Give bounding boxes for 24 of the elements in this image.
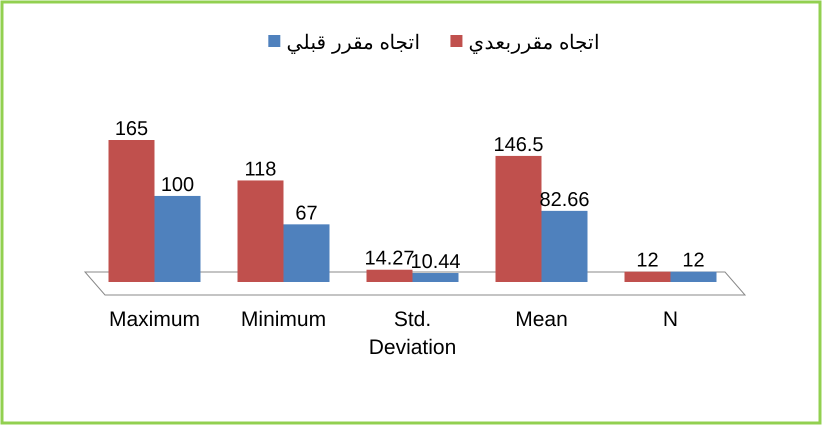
bar xyxy=(366,270,412,282)
data-label: 12 xyxy=(636,250,659,272)
bar xyxy=(670,272,716,282)
data-label: 100 xyxy=(160,174,194,196)
x-tick-label: Minimum xyxy=(240,308,326,331)
bar xyxy=(238,180,284,282)
data-label: 165 xyxy=(114,118,148,140)
legend-label: اتجاه مقرر قبلي xyxy=(286,32,420,54)
data-label: 67 xyxy=(295,202,318,224)
bar xyxy=(496,156,542,282)
legend-label: اتجاه مقرربعدي xyxy=(468,32,600,54)
bar xyxy=(412,273,458,282)
x-tick-label: N xyxy=(662,308,678,331)
data-label: 146.5 xyxy=(493,134,544,156)
bar xyxy=(108,140,154,282)
bar xyxy=(624,272,670,282)
x-tick-label: Mean xyxy=(515,308,568,331)
data-label: 118 xyxy=(244,158,276,180)
bar xyxy=(542,210,588,282)
data-label: 12 xyxy=(682,250,705,272)
bar xyxy=(284,224,330,282)
x-tick-label: Maximum xyxy=(108,308,200,331)
x-tick-label: Std. Deviation xyxy=(368,308,456,359)
bar xyxy=(154,196,200,282)
